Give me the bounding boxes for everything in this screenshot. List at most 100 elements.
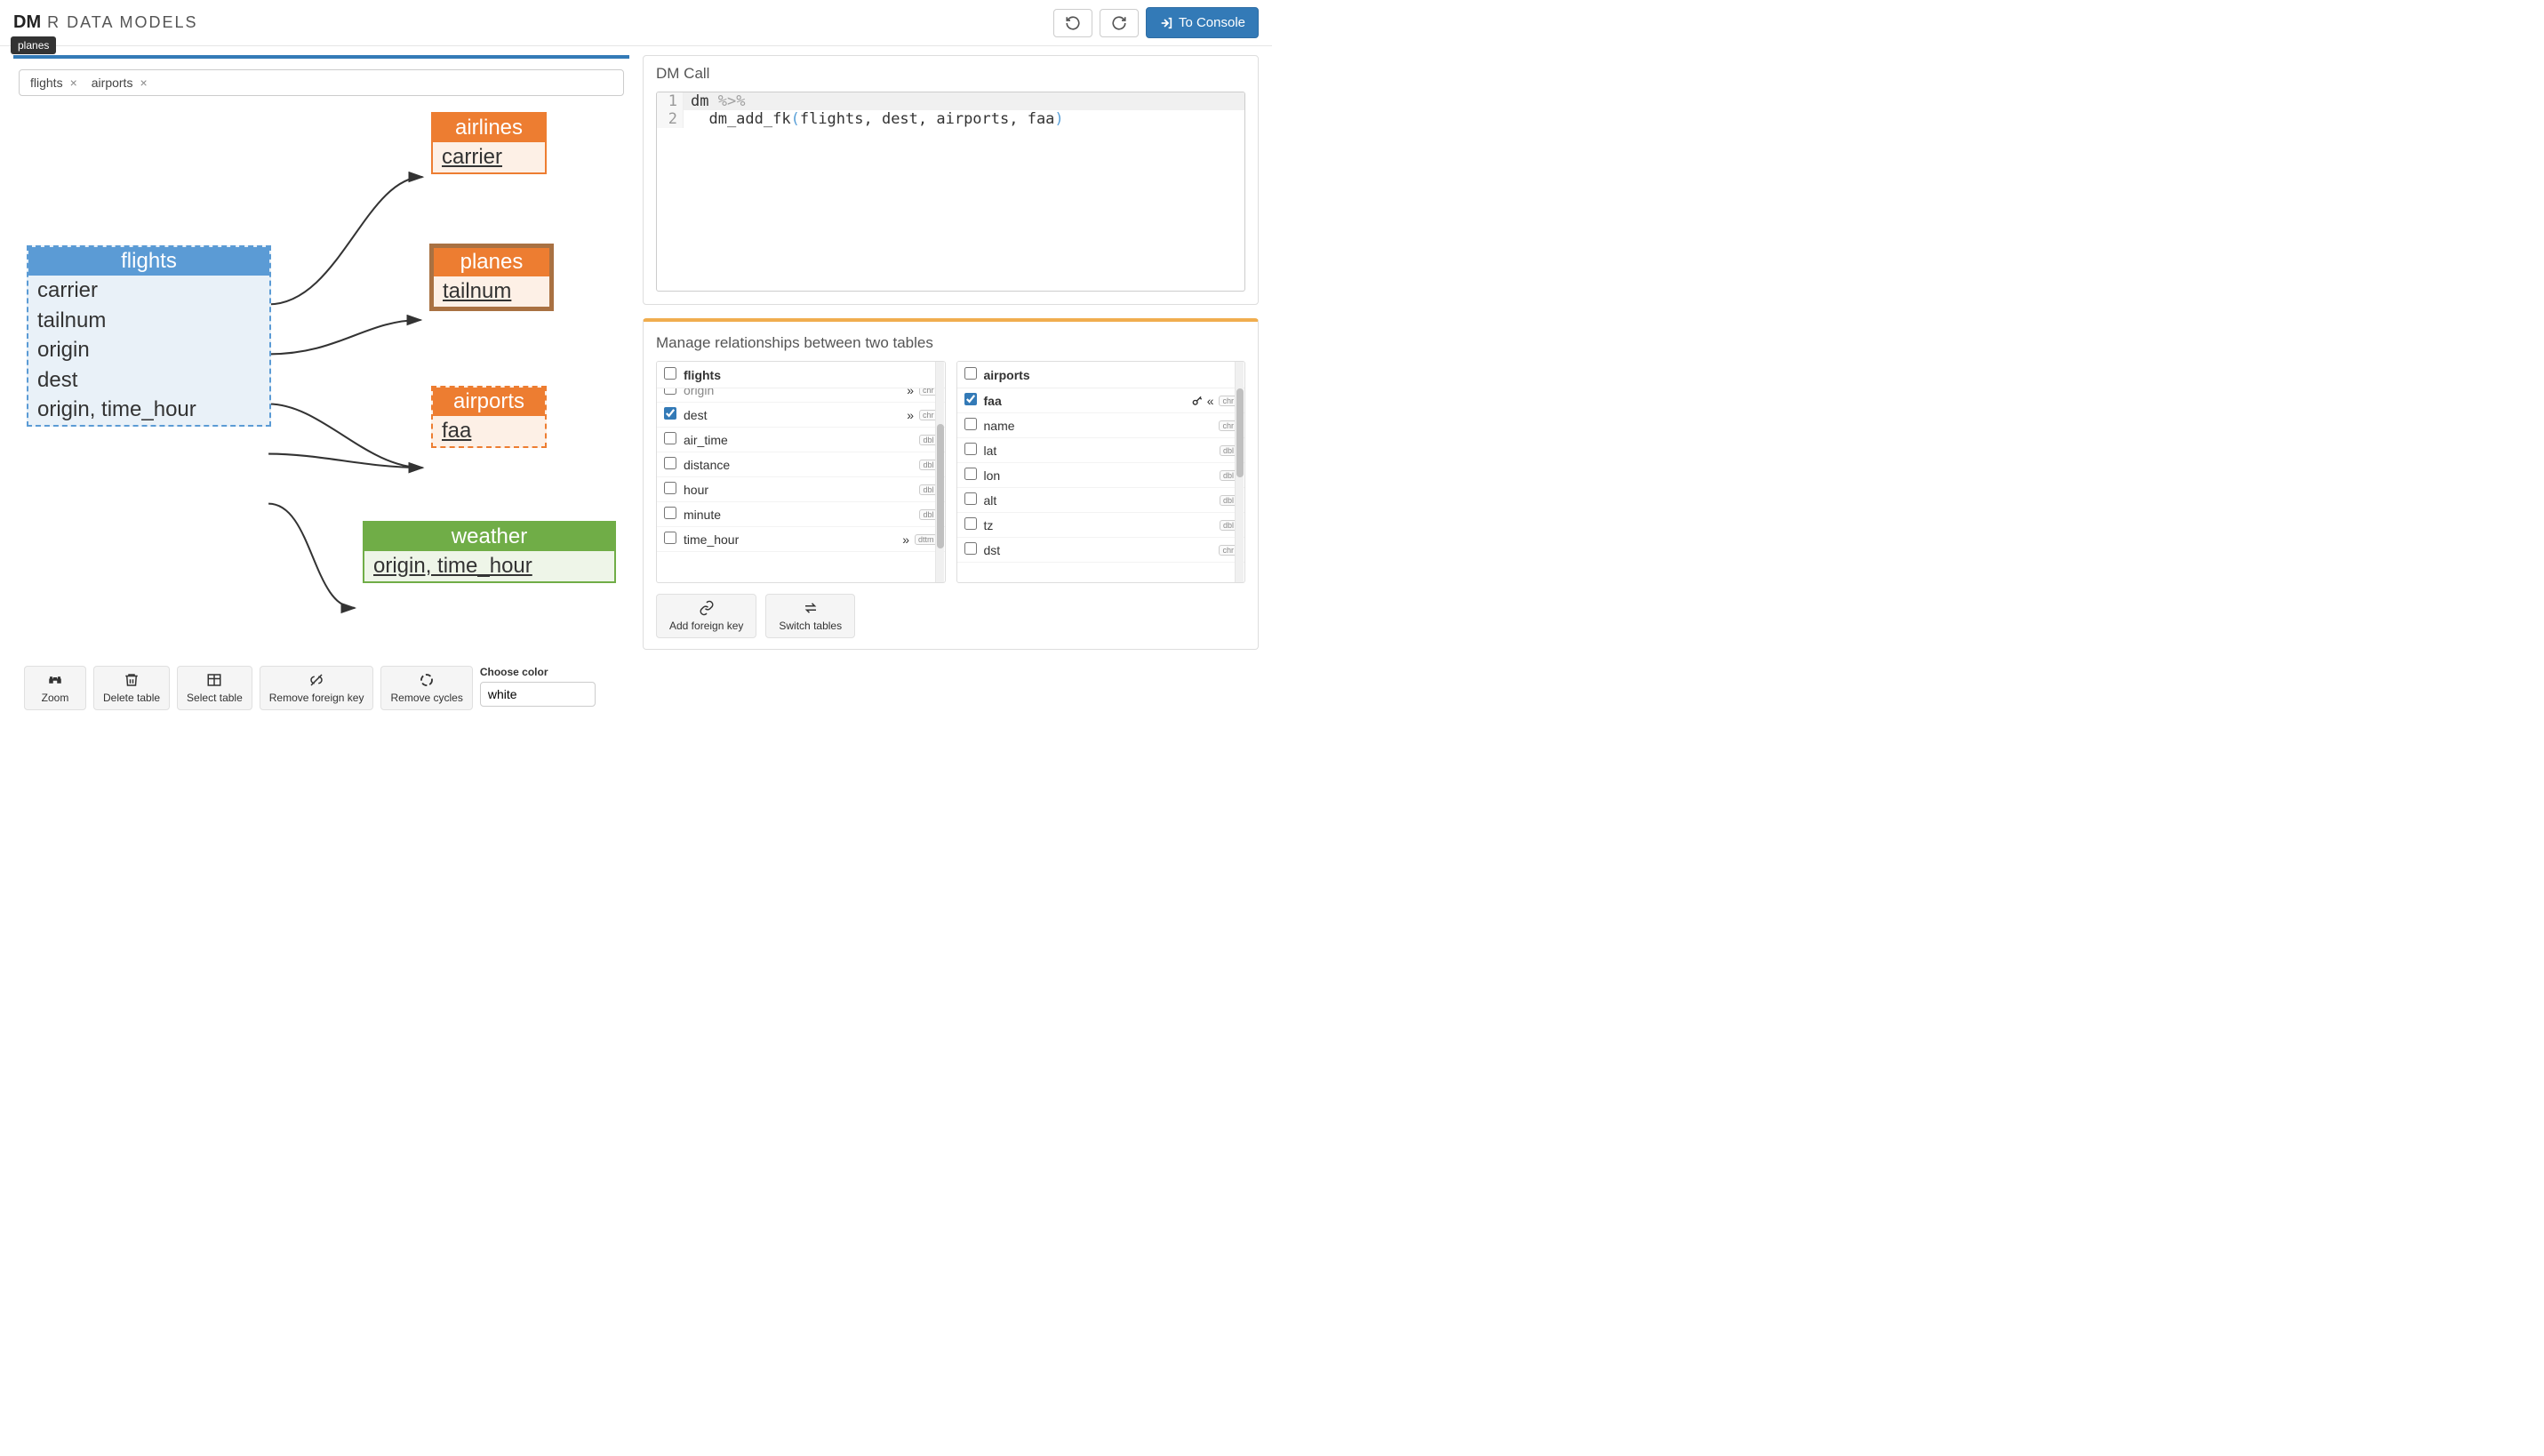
column-name: minute <box>684 508 919 522</box>
column-checkbox[interactable] <box>664 457 676 469</box>
choose-color-label: Choose color <box>480 666 596 678</box>
column-name: faa <box>984 394 1191 408</box>
table-node-row: origin, time_hour <box>364 551 614 581</box>
column-checkbox[interactable] <box>664 407 676 420</box>
line-number: 2 <box>657 110 684 128</box>
column-row[interactable]: latdbl <box>957 438 1245 463</box>
app-logo: DM R DATA MODELS <box>13 12 197 33</box>
select-table-button[interactable]: Select table <box>177 666 252 710</box>
select-all-checkbox[interactable] <box>964 367 977 380</box>
export-icon <box>1159 16 1173 30</box>
table-node-row: origin, time_hour <box>28 395 269 425</box>
relationships-title: Manage relationships between two tables <box>644 325 1258 361</box>
right-table-list[interactable]: airportsfaa«chrnamechrlatdbllondblaltdbl… <box>956 361 1246 583</box>
tag-remove-icon[interactable]: × <box>140 76 147 90</box>
column-row[interactable]: dest»chr <box>657 403 945 428</box>
binoculars-icon <box>47 672 63 688</box>
table-name: airports <box>984 368 1238 382</box>
remove-cycles-button[interactable]: Remove cycles <box>380 666 472 710</box>
column-row[interactable]: dstchr <box>957 538 1245 563</box>
column-checkbox[interactable] <box>964 418 977 430</box>
column-row[interactable]: londbl <box>957 463 1245 488</box>
table-header: flights <box>657 362 945 388</box>
table-node-header: weather <box>364 523 614 551</box>
column-row[interactable]: distancedbl <box>657 452 945 477</box>
link-icon <box>699 600 715 616</box>
table-header: airports <box>957 362 1245 388</box>
code-line[interactable]: 2 dm_add_fk(flights, dest, airports, faa… <box>657 110 1244 128</box>
tooltip: planes <box>11 36 56 54</box>
redo-icon <box>1111 15 1127 31</box>
column-row[interactable]: time_hour»dttm <box>657 527 945 552</box>
add-fk-button[interactable]: Add foreign key <box>656 594 756 638</box>
undo-button[interactable] <box>1053 9 1092 37</box>
column-checkbox[interactable] <box>664 532 676 544</box>
tag-remove-icon[interactable]: × <box>70 76 77 90</box>
table-node-weather[interactable]: weatherorigin, time_hour <box>363 521 616 583</box>
undo-icon <box>1065 15 1081 31</box>
column-checkbox[interactable] <box>964 542 977 555</box>
code-editor[interactable]: 1dm %>%2 dm_add_fk(flights, dest, airpor… <box>656 92 1245 292</box>
diagram-canvas[interactable]: flightscarriertailnumorigindestorigin, t… <box>13 103 629 657</box>
column-checkbox[interactable] <box>664 432 676 444</box>
switch-tables-button[interactable]: Switch tables <box>765 594 855 638</box>
column-row[interactable]: minutedbl <box>657 502 945 527</box>
column-row[interactable]: air_timedbl <box>657 428 945 452</box>
to-console-button[interactable]: To Console <box>1146 7 1259 38</box>
code-line[interactable]: 1dm %>% <box>657 92 1244 110</box>
column-row[interactable]: faa«chr <box>957 388 1245 413</box>
column-name: hour <box>684 483 919 497</box>
table-name: flights <box>684 368 938 382</box>
column-name: distance <box>684 458 919 472</box>
column-name: name <box>984 419 1220 433</box>
column-checkbox[interactable] <box>964 517 977 530</box>
select-all-checkbox[interactable] <box>664 367 676 380</box>
scroll-thumb[interactable] <box>937 424 944 548</box>
tag[interactable]: flights × <box>25 74 83 92</box>
column-checkbox[interactable] <box>964 443 977 455</box>
table-node-row: origin <box>28 335 269 365</box>
trash-icon <box>124 672 140 688</box>
column-checkbox[interactable] <box>964 468 977 480</box>
color-input[interactable] <box>480 682 596 707</box>
fk-edge <box>268 504 355 608</box>
column-row[interactable]: namechr <box>957 413 1245 438</box>
column-checkbox[interactable] <box>664 507 676 519</box>
fk-edge <box>268 177 422 304</box>
redo-button[interactable] <box>1100 9 1139 37</box>
tag[interactable]: airports× <box>86 74 153 92</box>
remove-fk-button[interactable]: Remove foreign key <box>260 666 374 710</box>
column-checkbox[interactable] <box>664 482 676 494</box>
column-row[interactable]: tzdbl <box>957 513 1245 538</box>
column-name: lon <box>984 468 1220 483</box>
column-row[interactable]: hourdbl <box>657 477 945 502</box>
diagram-toolbar: Zoom Delete table Select table Remove fo… <box>13 657 629 719</box>
fk-edge <box>268 320 420 354</box>
column-checkbox[interactable] <box>964 393 977 405</box>
table-node-airports[interactable]: airportsfaa <box>431 386 547 448</box>
column-row[interactable]: altdbl <box>957 488 1245 513</box>
left-table-list[interactable]: flightsorigin»chrdest»chrair_timedbldist… <box>656 361 946 583</box>
zoom-button[interactable]: Zoom <box>24 666 86 710</box>
column-name: time_hour <box>684 532 902 547</box>
relationships-panel: Manage relationships between two tables … <box>643 318 1259 650</box>
table-icon <box>206 672 222 688</box>
table-node-planes[interactable]: planestailnum <box>429 244 554 311</box>
cycle-icon <box>419 672 435 688</box>
chevron-icon: « <box>1207 394 1214 408</box>
column-name: air_time <box>684 433 919 447</box>
scroll-thumb[interactable] <box>1236 388 1244 477</box>
tag-input[interactable]: flights×airports× <box>19 69 624 96</box>
chevron-icon: » <box>907 408 914 422</box>
column-name: dst <box>984 543 1220 557</box>
column-name: tz <box>984 518 1220 532</box>
table-node-flights[interactable]: flightscarriertailnumorigindestorigin, t… <box>27 245 271 427</box>
chevron-icon: » <box>902 532 909 547</box>
table-node-airlines[interactable]: airlinescarrier <box>431 112 547 174</box>
delete-table-button[interactable]: Delete table <box>93 666 170 710</box>
table-node-header: airports <box>433 388 545 416</box>
column-checkbox[interactable] <box>964 492 977 505</box>
fk-edge <box>268 404 422 468</box>
unlink-icon <box>308 672 324 688</box>
tag-label: flights <box>30 76 63 90</box>
